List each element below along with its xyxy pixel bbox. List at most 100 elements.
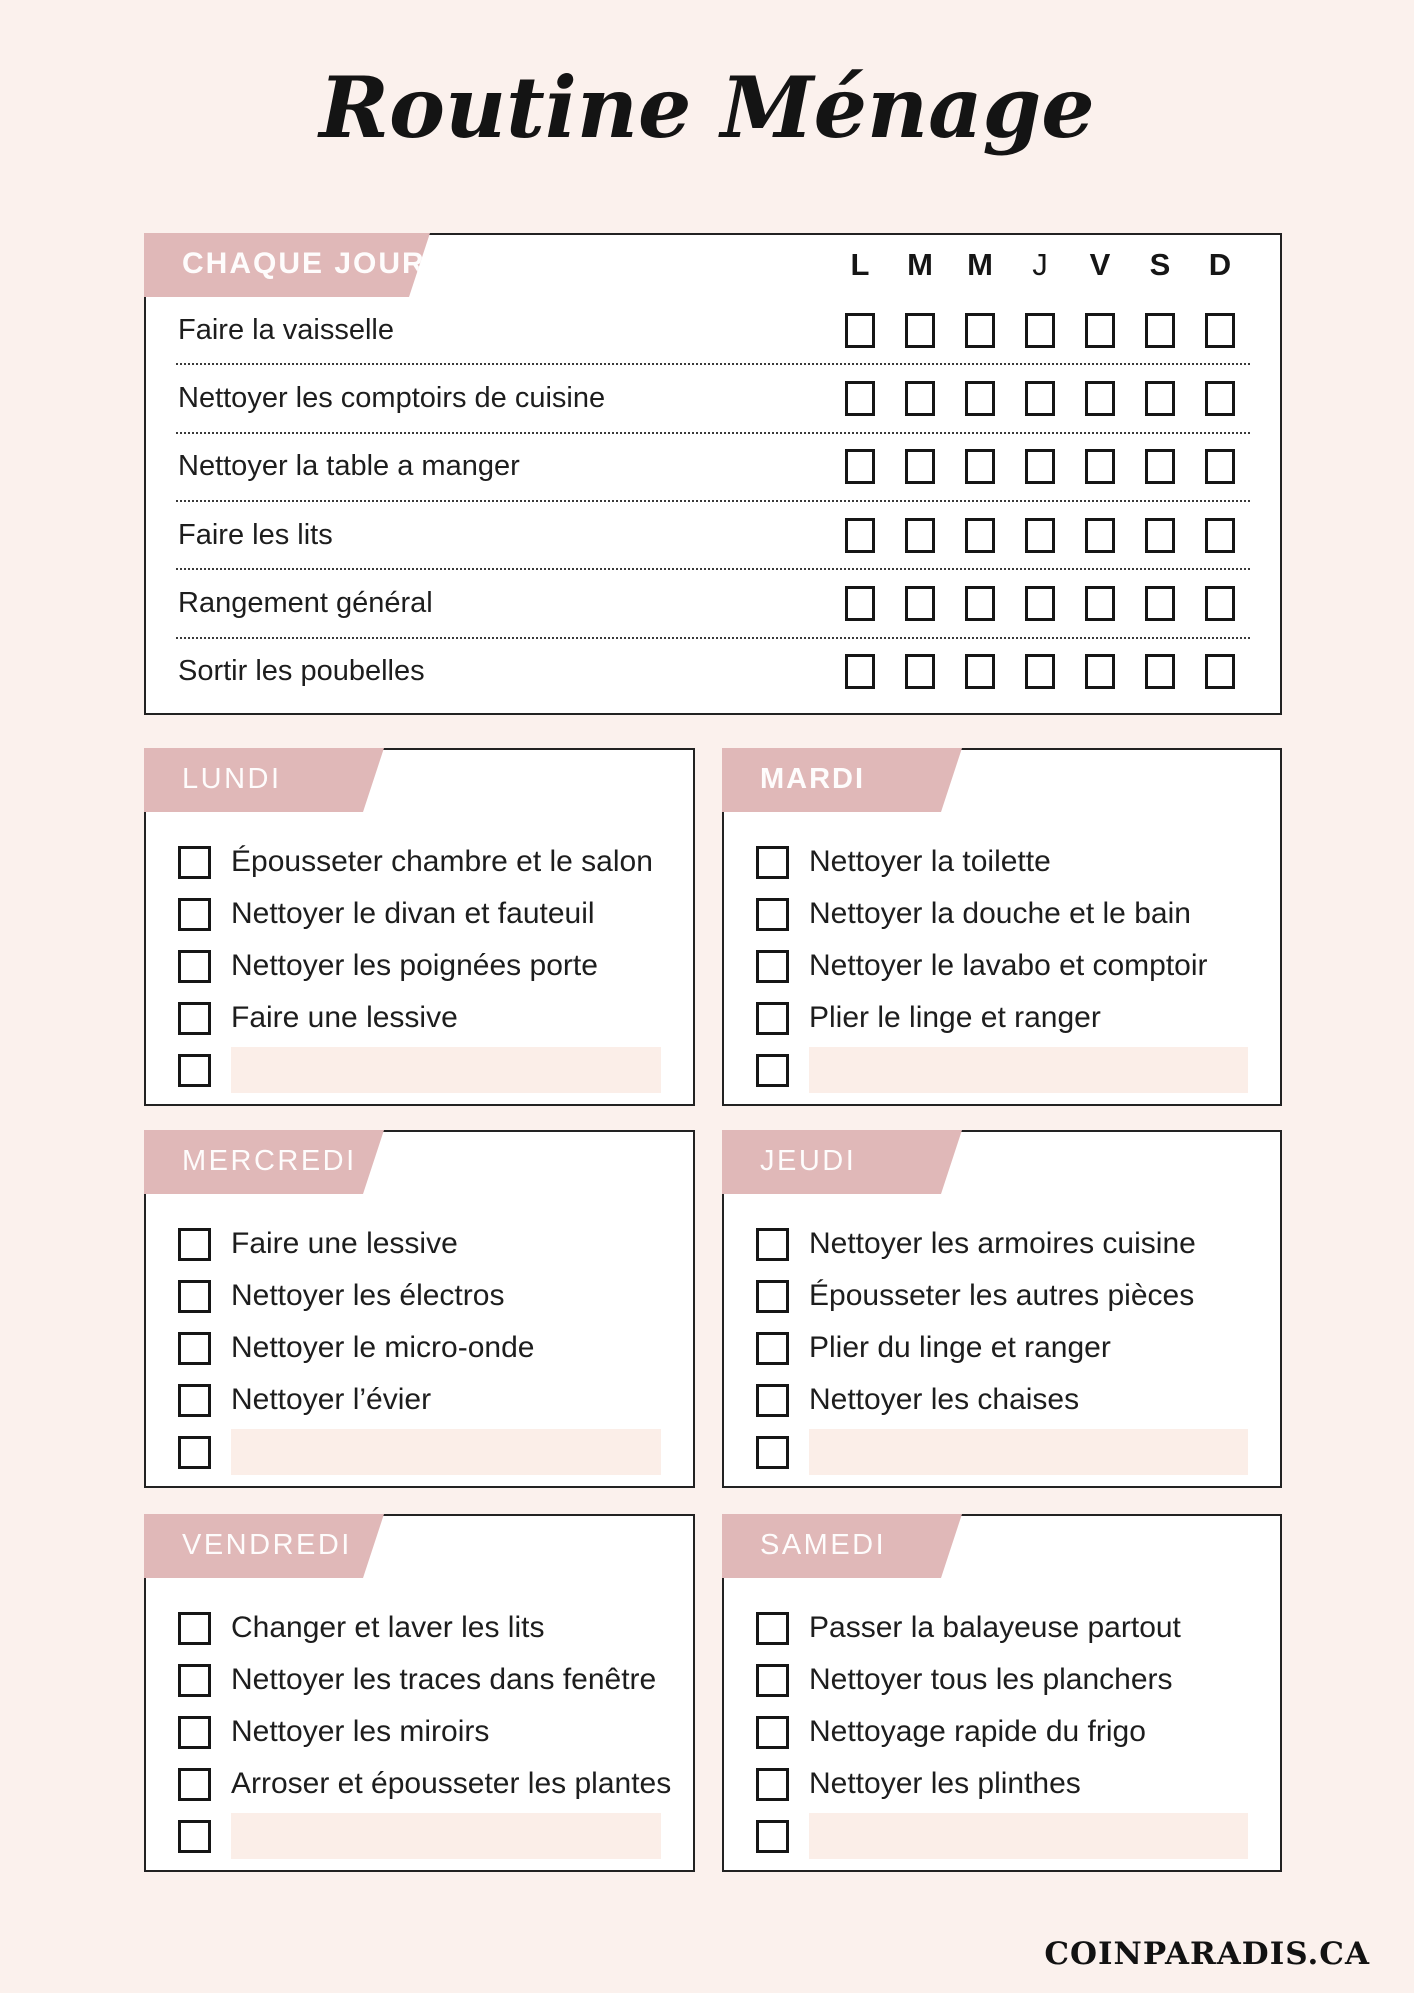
checkbox[interactable]: [845, 380, 875, 416]
day-card-label: MARDI: [760, 763, 866, 795]
checkbox[interactable]: [178, 1819, 211, 1853]
checkbox[interactable]: [1085, 312, 1115, 348]
checkbox[interactable]: [756, 1663, 789, 1697]
task-label: Nettoyer les poignées porte: [231, 949, 598, 982]
checkbox[interactable]: [965, 380, 995, 416]
checkbox[interactable]: [756, 1331, 789, 1365]
checkbox[interactable]: [845, 654, 875, 690]
checkbox[interactable]: [905, 585, 935, 621]
checkbox[interactable]: [1145, 654, 1175, 690]
checkbox-cell: [1130, 654, 1190, 690]
blank-write-line[interactable]: [809, 1047, 1248, 1093]
checkbox[interactable]: [1025, 654, 1055, 690]
checkbox[interactable]: [1205, 449, 1235, 485]
checkbox-cell: [1130, 449, 1190, 485]
task-label: Nettoyer le divan et fauteuil: [231, 897, 595, 930]
blank-write-line[interactable]: [231, 1813, 661, 1859]
checkbox[interactable]: [756, 845, 789, 879]
checkbox[interactable]: [178, 1001, 211, 1035]
checkbox[interactable]: [965, 585, 995, 621]
checkbox[interactable]: [1085, 654, 1115, 690]
checkbox[interactable]: [1085, 380, 1115, 416]
checkbox[interactable]: [905, 380, 935, 416]
task-label: Nettoyer les miroirs: [231, 1715, 490, 1748]
checkbox[interactable]: [756, 1611, 789, 1645]
day-card-label: JEUDI: [760, 1145, 857, 1177]
task-list: Faire une lessive Nettoyer les électros Ne…: [178, 1218, 661, 1478]
checkbox[interactable]: [1085, 449, 1115, 485]
checkbox[interactable]: [1205, 380, 1235, 416]
checkbox[interactable]: [178, 1331, 211, 1365]
checkbox[interactable]: [756, 1715, 789, 1749]
checkbox[interactable]: [756, 1279, 789, 1313]
checkbox[interactable]: [1205, 312, 1235, 348]
checkbox[interactable]: [1025, 585, 1055, 621]
checkbox[interactable]: [178, 949, 211, 983]
checkbox[interactable]: [965, 654, 995, 690]
checkbox[interactable]: [178, 1435, 211, 1469]
checkbox-cell: [1070, 312, 1130, 348]
checkbox[interactable]: [1025, 449, 1055, 485]
checkbox-cell: [1130, 312, 1190, 348]
checkbox[interactable]: [1145, 449, 1175, 485]
checkbox[interactable]: [1145, 585, 1175, 621]
checkbox[interactable]: [905, 312, 935, 348]
blank-write-line[interactable]: [231, 1047, 661, 1093]
checkbox[interactable]: [965, 517, 995, 553]
checkbox[interactable]: [178, 845, 211, 879]
checkbox[interactable]: [1145, 380, 1175, 416]
daily-checkbox-group: [830, 517, 1250, 553]
checkbox[interactable]: [1025, 517, 1055, 553]
checkbox[interactable]: [756, 1819, 789, 1853]
checkbox[interactable]: [1085, 517, 1115, 553]
checkbox[interactable]: [1085, 585, 1115, 621]
checkbox[interactable]: [178, 897, 211, 931]
checkbox[interactable]: [756, 1227, 789, 1261]
checkbox[interactable]: [756, 1383, 789, 1417]
checkbox[interactable]: [756, 1767, 789, 1801]
checkbox[interactable]: [178, 1611, 211, 1645]
blank-write-line[interactable]: [809, 1813, 1248, 1859]
checkbox[interactable]: [756, 1053, 789, 1087]
blank-write-line[interactable]: [231, 1429, 661, 1475]
checkbox[interactable]: [756, 897, 789, 931]
checkbox[interactable]: [178, 1767, 211, 1801]
checkbox[interactable]: [178, 1227, 211, 1261]
checkbox-cell: [950, 654, 1010, 690]
checkbox[interactable]: [1205, 585, 1235, 621]
checkbox[interactable]: [178, 1383, 211, 1417]
task-item: Nettoyer la toilette: [756, 836, 1248, 888]
checkbox[interactable]: [905, 517, 935, 553]
checkbox[interactable]: [845, 517, 875, 553]
checkbox[interactable]: [178, 1279, 211, 1313]
task-label: Épousseter chambre et le salon: [231, 845, 653, 878]
checkbox[interactable]: [965, 312, 995, 348]
checkbox[interactable]: [1025, 380, 1055, 416]
checkbox[interactable]: [845, 585, 875, 621]
checkbox[interactable]: [1205, 517, 1235, 553]
checkbox[interactable]: [178, 1663, 211, 1697]
checkbox-cell: [950, 380, 1010, 416]
daily-task-label: Faire la vaisselle: [178, 313, 394, 346]
checkbox[interactable]: [756, 1435, 789, 1469]
checkbox-cell: [1070, 654, 1130, 690]
checkbox[interactable]: [845, 449, 875, 485]
checkbox[interactable]: [905, 654, 935, 690]
daily-checkbox-group: [830, 449, 1250, 485]
checkbox[interactable]: [845, 312, 875, 348]
checkbox[interactable]: [1145, 312, 1175, 348]
task-label: Arroser et épousseter les plantes: [231, 1767, 672, 1800]
checkbox[interactable]: [756, 949, 789, 983]
checkbox[interactable]: [965, 449, 995, 485]
daily-task-label: Nettoyer la table a manger: [178, 450, 520, 483]
checkbox[interactable]: [1145, 517, 1175, 553]
checkbox[interactable]: [1205, 654, 1235, 690]
checkbox[interactable]: [1025, 312, 1055, 348]
checkbox[interactable]: [178, 1715, 211, 1749]
checkbox[interactable]: [178, 1053, 211, 1087]
checkbox[interactable]: [905, 449, 935, 485]
checkbox[interactable]: [756, 1001, 789, 1035]
blank-write-line[interactable]: [809, 1429, 1248, 1475]
